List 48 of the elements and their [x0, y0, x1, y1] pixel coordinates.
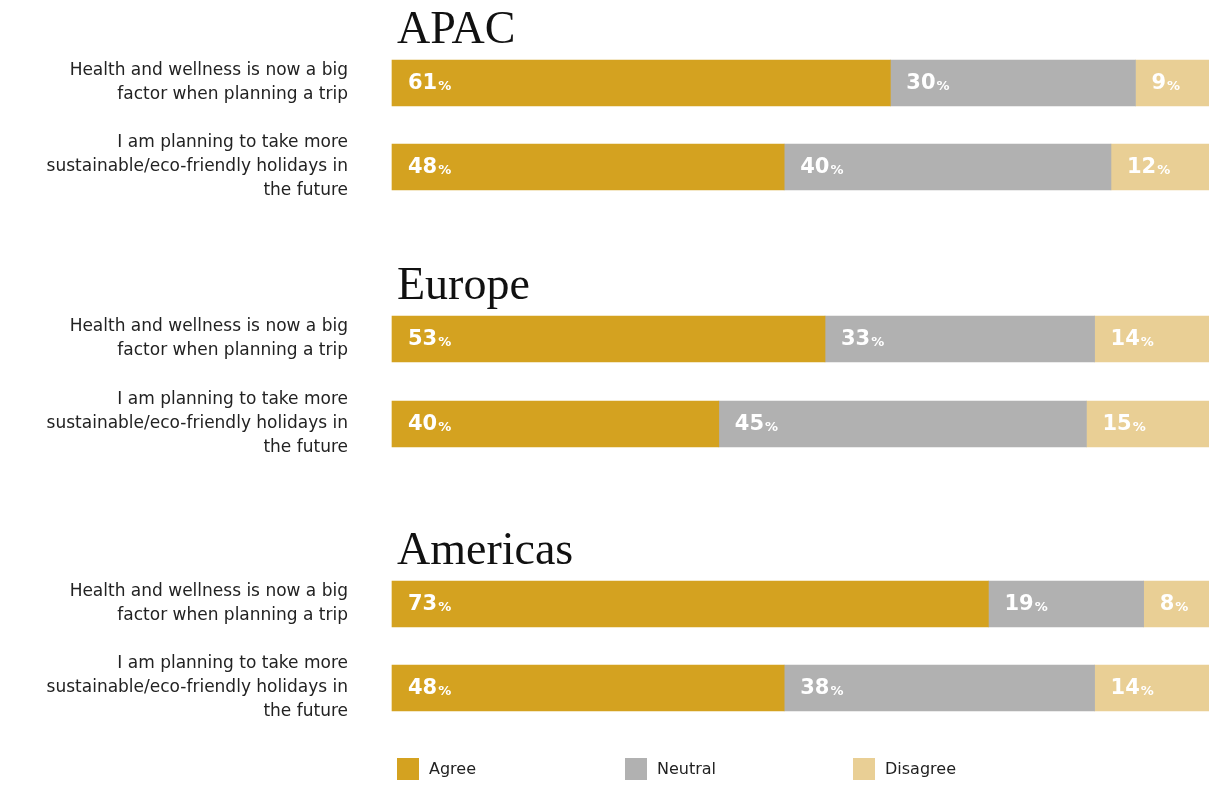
bar — [391, 143, 785, 191]
data-label: 15% — [1102, 411, 1146, 436]
data-label: 48% — [408, 675, 452, 700]
bar — [391, 315, 826, 363]
y-tick-label: Health and wellness is now a big factor when planning a trip — [69, 59, 348, 104]
data-label: 9% — [1151, 70, 1181, 95]
y-tick-label: I am planning to take more sustainable/eco-friendly holidays in the future — [46, 388, 348, 457]
chart-title: APAC — [397, 2, 516, 53]
data-label: 40% — [408, 411, 452, 436]
bar — [391, 400, 720, 448]
legend-label: Disagree — [885, 759, 956, 778]
data-label: 48% — [408, 154, 452, 179]
data-label: 45% — [734, 411, 779, 436]
bar — [391, 664, 785, 712]
bar — [1143, 580, 1209, 628]
data-label: 19% — [1004, 591, 1048, 616]
data-label: 33% — [841, 326, 885, 351]
bar — [1086, 400, 1209, 448]
y-tick-label: Health and wellness is now a big factor when planning a trip — [69, 580, 348, 625]
data-label: 8% — [1159, 591, 1189, 616]
bar — [1110, 143, 1209, 191]
y-tick-label: Health and wellness is now a big factor when planning a trip — [69, 315, 348, 360]
y-tick-label: I am planning to take more sustainable/eco-friendly holidays in the future — [46, 131, 348, 200]
data-label: 14% — [1110, 326, 1154, 351]
y-tick-label: I am planning to take more sustainable/eco-friendly holidays in the future — [46, 652, 348, 721]
data-label: 61% — [408, 70, 452, 95]
bar — [1094, 664, 1209, 712]
data-label: 14% — [1110, 675, 1154, 700]
bar — [890, 59, 1136, 107]
data-label: 38% — [800, 675, 844, 700]
data-label: 40% — [800, 154, 844, 179]
bar — [391, 580, 989, 628]
legend-label: Agree — [429, 759, 477, 778]
bar — [988, 580, 1144, 628]
data-label: 53% — [408, 326, 452, 351]
bar — [718, 400, 1087, 448]
bar — [824, 315, 1095, 363]
bar — [783, 143, 1112, 191]
bar — [391, 59, 891, 107]
legend-label: Neutral — [657, 759, 717, 778]
bar — [783, 664, 1095, 712]
chart-title: Americas — [397, 523, 574, 574]
data-label: 30% — [906, 70, 950, 95]
bar — [1135, 59, 1209, 107]
data-label: 12% — [1126, 154, 1171, 179]
chart-title: Europe — [397, 258, 530, 309]
data-label: 73% — [408, 591, 452, 616]
bar — [1094, 315, 1209, 363]
